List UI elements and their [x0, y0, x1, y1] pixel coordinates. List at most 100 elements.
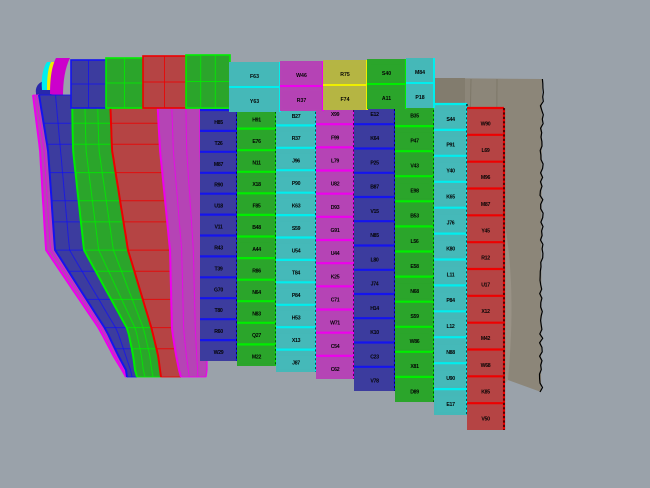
svg-text:N11: N11: [252, 161, 261, 167]
svg-text:E76: E76: [252, 139, 261, 145]
svg-text:N64: N64: [252, 290, 261, 296]
svg-text:U17: U17: [481, 282, 490, 288]
svg-text:P90: P90: [292, 181, 301, 187]
svg-text:A11: A11: [382, 96, 391, 102]
svg-text:G91: G91: [331, 228, 340, 234]
svg-text:X13: X13: [292, 338, 301, 344]
svg-text:L56: L56: [410, 239, 418, 245]
svg-text:X12: X12: [481, 309, 490, 315]
svg-text:S44: S44: [446, 117, 455, 123]
svg-text:J76: J76: [447, 221, 455, 227]
svg-text:W46: W46: [296, 73, 307, 79]
svg-text:H91: H91: [252, 117, 261, 123]
svg-text:W29: W29: [214, 350, 224, 356]
svg-text:E58: E58: [410, 264, 419, 270]
svg-text:K64: K64: [370, 136, 379, 142]
svg-text:Y63: Y63: [250, 99, 259, 105]
svg-text:M22: M22: [252, 355, 262, 361]
svg-text:C71: C71: [331, 298, 340, 304]
svg-text:K65: K65: [446, 195, 455, 201]
svg-text:B27: B27: [292, 114, 301, 120]
svg-text:H14: H14: [370, 306, 379, 312]
svg-text:N85: N85: [370, 233, 379, 239]
svg-text:A44: A44: [252, 247, 261, 253]
svg-text:R12: R12: [481, 256, 490, 262]
svg-text:L11: L11: [447, 272, 455, 278]
svg-text:W71: W71: [330, 321, 340, 327]
svg-text:K25: K25: [331, 274, 340, 280]
svg-text:D89: D89: [410, 389, 419, 395]
svg-text:N83: N83: [252, 312, 261, 318]
svg-text:R90: R90: [214, 183, 223, 189]
svg-text:V50: V50: [481, 417, 490, 423]
svg-text:C23: C23: [370, 354, 379, 360]
svg-text:T84: T84: [292, 271, 300, 277]
svg-text:B53: B53: [410, 214, 419, 220]
svg-text:R60: R60: [214, 329, 223, 335]
svg-text:U54: U54: [292, 248, 301, 254]
svg-text:X99: X99: [331, 112, 340, 118]
svg-text:L80: L80: [370, 257, 378, 263]
svg-text:K80: K80: [446, 246, 455, 252]
svg-text:N88: N88: [446, 350, 455, 356]
svg-text:P25: P25: [370, 160, 379, 166]
svg-text:R43: R43: [214, 245, 223, 251]
svg-text:H85: H85: [214, 120, 223, 126]
svg-text:C62: C62: [331, 367, 340, 373]
svg-text:E12: E12: [370, 112, 379, 118]
svg-text:W68: W68: [481, 363, 491, 369]
svg-text:G70: G70: [214, 287, 223, 293]
svg-text:M42: M42: [481, 336, 491, 342]
svg-text:W90: W90: [481, 121, 491, 127]
svg-text:F74: F74: [341, 97, 350, 103]
svg-text:W86: W86: [410, 339, 420, 345]
svg-text:B48: B48: [252, 225, 261, 231]
svg-text:R37: R37: [297, 98, 307, 104]
svg-text:J74: J74: [371, 282, 379, 288]
svg-text:K63: K63: [292, 204, 301, 210]
svg-text:T26: T26: [214, 141, 222, 147]
svg-text:N68: N68: [410, 289, 419, 295]
svg-text:X81: X81: [410, 364, 419, 370]
svg-text:U82: U82: [331, 182, 340, 188]
svg-text:L79: L79: [331, 159, 339, 165]
svg-text:B35: B35: [410, 113, 419, 119]
svg-text:E17: E17: [446, 402, 455, 408]
svg-text:B87: B87: [370, 185, 379, 191]
svg-text:R86: R86: [252, 268, 261, 274]
svg-text:U18: U18: [214, 204, 223, 210]
svg-text:F85: F85: [252, 204, 260, 210]
svg-text:P84: P84: [292, 293, 301, 299]
svg-text:X18: X18: [252, 182, 261, 188]
svg-text:P18: P18: [415, 95, 424, 101]
svg-text:R37: R37: [292, 136, 301, 142]
svg-text:K10: K10: [370, 330, 379, 336]
svg-text:D93: D93: [331, 205, 340, 211]
svg-text:T80: T80: [214, 308, 222, 314]
svg-text:S59: S59: [410, 314, 419, 320]
svg-text:J96: J96: [292, 159, 300, 165]
svg-text:M87: M87: [214, 162, 224, 168]
svg-text:F63: F63: [250, 74, 259, 80]
svg-text:C54: C54: [331, 344, 340, 350]
svg-text:S40: S40: [382, 71, 391, 77]
svg-text:J87: J87: [292, 360, 300, 366]
svg-text:M84: M84: [415, 70, 425, 76]
svg-text:V15: V15: [370, 209, 379, 215]
svg-text:Q27: Q27: [252, 333, 261, 339]
svg-text:U44: U44: [331, 251, 340, 257]
svg-text:S59: S59: [292, 226, 301, 232]
svg-text:U90: U90: [446, 376, 455, 382]
svg-text:V43: V43: [410, 164, 419, 170]
svg-text:P47: P47: [410, 138, 419, 144]
svg-text:P91: P91: [446, 143, 455, 149]
svg-text:R75: R75: [340, 72, 350, 78]
svg-text:Y45: Y45: [481, 229, 490, 235]
svg-text:V78: V78: [370, 379, 379, 385]
svg-text:Y40: Y40: [446, 169, 455, 175]
svg-text:M87: M87: [481, 202, 491, 208]
svg-text:L12: L12: [446, 324, 454, 330]
svg-text:P84: P84: [446, 298, 455, 304]
svg-text:V11: V11: [214, 225, 222, 231]
svg-text:K85: K85: [481, 390, 490, 396]
